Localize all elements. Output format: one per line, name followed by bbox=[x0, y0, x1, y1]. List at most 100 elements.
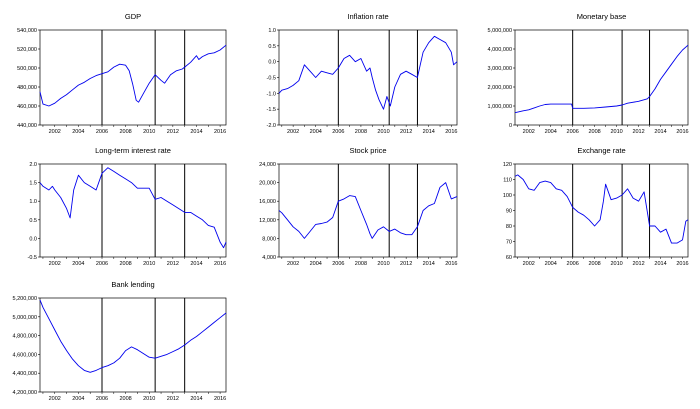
chart-4-frame bbox=[39, 163, 227, 258]
chart-7-y-tick-label: 4,800,000 bbox=[13, 334, 37, 340]
chart-2-y-tick-label: 1.0 bbox=[268, 28, 276, 34]
chart-4-y-tick-label: 0.5 bbox=[29, 218, 37, 224]
chart-2-y-tick-label: 0.5 bbox=[268, 44, 276, 50]
chart-2-x-tick-label: 2016 bbox=[445, 129, 457, 135]
chart-6-x-tick-label: 2006 bbox=[567, 261, 579, 267]
chart-6-series-line bbox=[514, 174, 689, 244]
chart-5-y-tick-label: 8,000 bbox=[262, 236, 276, 242]
chart-4-y-tick-label: 2.0 bbox=[29, 162, 37, 168]
chart-5-x-tick-label: 2008 bbox=[355, 261, 367, 267]
chart-2-x-tick-label: 2004 bbox=[310, 129, 322, 135]
chart-6-y-tick-label: 70 bbox=[506, 240, 512, 246]
chart-1-title: GDP bbox=[125, 12, 141, 21]
chart-2-frame bbox=[278, 29, 458, 126]
chart-7-x-tick-label: 2016 bbox=[214, 396, 226, 402]
chart-4-y-tick-label: 0.0 bbox=[29, 236, 37, 242]
chart-panel-3: Monetary base 0 1,000,000 2,000,000 3,000,00… bbox=[488, 12, 689, 135]
chart-4-y-tick-label: 1.0 bbox=[29, 199, 37, 205]
chart-1-x-tick-label: 2004 bbox=[72, 129, 84, 135]
chart-2-y-tick-label: -1.0 bbox=[267, 91, 276, 97]
chart-panel-4: Long-term interest rate -0.5 0.0 0.5 1.0 1.5 2… bbox=[28, 146, 227, 267]
chart-1-x-tick-label: 2002 bbox=[49, 129, 61, 135]
chart-1-x-tick-label: 2008 bbox=[119, 129, 131, 135]
chart-4-series-line bbox=[39, 167, 227, 249]
chart-7-x-tick-label: 2004 bbox=[72, 396, 84, 402]
chart-2-y-tick-label: -2.0 bbox=[267, 123, 276, 129]
chart-3-x-tick-label: 2006 bbox=[567, 129, 579, 135]
chart-panel-7: Bank lending 4,200,000 4,400,000 4,600,000 4… bbox=[13, 280, 227, 402]
chart-5-x-tick-label: 2014 bbox=[423, 261, 435, 267]
chart-3-x-tick-label: 2008 bbox=[589, 129, 601, 135]
chart-5-frame bbox=[278, 163, 458, 258]
chart-4-title: Long-term interest rate bbox=[95, 146, 171, 155]
chart-1-x-tick-label: 2006 bbox=[96, 129, 108, 135]
chart-7-x-tick-label: 2008 bbox=[119, 396, 131, 402]
chart-6-x-tick-label: 2016 bbox=[676, 261, 688, 267]
chart-7-x-tick-label: 2010 bbox=[143, 396, 155, 402]
chart-6-title: Exchange rate bbox=[577, 146, 625, 155]
chart-1-y-tick-label: 480,000 bbox=[17, 85, 37, 91]
chart-6-y-tick-label: 80 bbox=[506, 224, 512, 230]
chart-3-y-tick-label: 0 bbox=[509, 123, 512, 129]
chart-5-x-tick-label: 2002 bbox=[287, 261, 299, 267]
chart-3-x-tick-label: 2014 bbox=[654, 129, 666, 135]
chart-6-x-tick-label: 2002 bbox=[523, 261, 535, 267]
chart-7-y-tick-label: 5,000,000 bbox=[13, 315, 37, 321]
chart-7-title: Bank lending bbox=[111, 280, 154, 289]
chart-panel-6: Exchange rate 60 70 80 90 100 110 120 2002 2004 20… bbox=[503, 146, 689, 267]
chart-4-x-tick-label: 2016 bbox=[214, 261, 226, 267]
chart-2-y-tick-label: -1.5 bbox=[267, 107, 276, 113]
chart-5-y-tick-label: 20,000 bbox=[259, 181, 276, 187]
chart-panel-2: Inflation rate -2.0 -1.5 -1.0 -0.5 0.0 0.5 1.0 2… bbox=[267, 12, 458, 135]
chart-6-x-tick-label: 2004 bbox=[545, 261, 557, 267]
chart-7-x-tick-label: 2002 bbox=[49, 396, 61, 402]
chart-3-frame bbox=[514, 29, 689, 126]
chart-2-y-tick-label: -0.5 bbox=[267, 76, 276, 82]
chart-1-frame bbox=[39, 29, 227, 126]
chart-6-y-tick-label: 60 bbox=[506, 255, 512, 261]
chart-4-x-tick-label: 2010 bbox=[143, 261, 155, 267]
chart-2-y-tick-label: 0.0 bbox=[268, 60, 276, 66]
chart-3-x-tick-label: 2010 bbox=[610, 129, 622, 135]
chart-1-x-tick-label: 2012 bbox=[167, 129, 179, 135]
chart-2-x-tick-label: 2012 bbox=[400, 129, 412, 135]
chart-7-y-tick-label: 5,200,000 bbox=[13, 296, 37, 302]
chart-4-y-tick-label: -0.5 bbox=[28, 255, 37, 261]
chart-5-x-tick-label: 2016 bbox=[445, 261, 457, 267]
chart-1-y-tick-label: 500,000 bbox=[17, 66, 37, 72]
chart-1-y-tick-label: 540,000 bbox=[17, 28, 37, 34]
chart-1-y-tick-label: 440,000 bbox=[17, 123, 37, 129]
chart-4-y-tick-label: 1.5 bbox=[29, 181, 37, 187]
chart-3-y-tick-label: 2,000,000 bbox=[488, 85, 512, 91]
chart-1-x-tick-label: 2010 bbox=[143, 129, 155, 135]
chart-5-y-tick-label: 12,000 bbox=[259, 218, 276, 224]
chart-panel-1: GDP 440,000 460,000 480,000 500,000 520,000 54… bbox=[17, 12, 227, 135]
chart-4-x-tick-label: 2012 bbox=[167, 261, 179, 267]
chart-2-x-tick-label: 2006 bbox=[332, 129, 344, 135]
chart-5-x-tick-label: 2006 bbox=[332, 261, 344, 267]
chart-5-series-line bbox=[278, 182, 458, 239]
chart-5-x-tick-label: 2012 bbox=[400, 261, 412, 267]
chart-3-series-line bbox=[514, 44, 689, 114]
chart-6-y-tick-label: 110 bbox=[503, 178, 512, 184]
chart-7-y-tick-label: 4,400,000 bbox=[13, 371, 37, 377]
chart-6-x-tick-label: 2012 bbox=[632, 261, 644, 267]
chart-5-title: Stock price bbox=[349, 146, 386, 155]
chart-3-y-tick-label: 1,000,000 bbox=[488, 104, 512, 110]
chart-4-x-tick-label: 2008 bbox=[119, 261, 131, 267]
chart-2-x-tick-label: 2010 bbox=[377, 129, 389, 135]
chart-1-x-tick-label: 2014 bbox=[190, 129, 202, 135]
chart-6-x-tick-label: 2014 bbox=[654, 261, 666, 267]
chart-4-x-tick-label: 2004 bbox=[72, 261, 84, 267]
chart-2-title: Inflation rate bbox=[347, 12, 388, 21]
chart-1-y-tick-label: 460,000 bbox=[17, 104, 37, 110]
chart-6-y-tick-label: 100 bbox=[503, 193, 512, 199]
chart-4-x-tick-label: 2014 bbox=[190, 261, 202, 267]
chart-7-y-tick-label: 4,200,000 bbox=[13, 390, 37, 396]
chart-6-y-tick-label: 120 bbox=[503, 162, 512, 168]
chart-1-y-tick-label: 520,000 bbox=[17, 47, 37, 53]
chart-2-x-tick-label: 2014 bbox=[423, 129, 435, 135]
chart-7-frame bbox=[39, 297, 227, 393]
chart-panel-5: Stock price 4,000 8,000 12,000 16,000 20,000 2… bbox=[259, 146, 457, 267]
